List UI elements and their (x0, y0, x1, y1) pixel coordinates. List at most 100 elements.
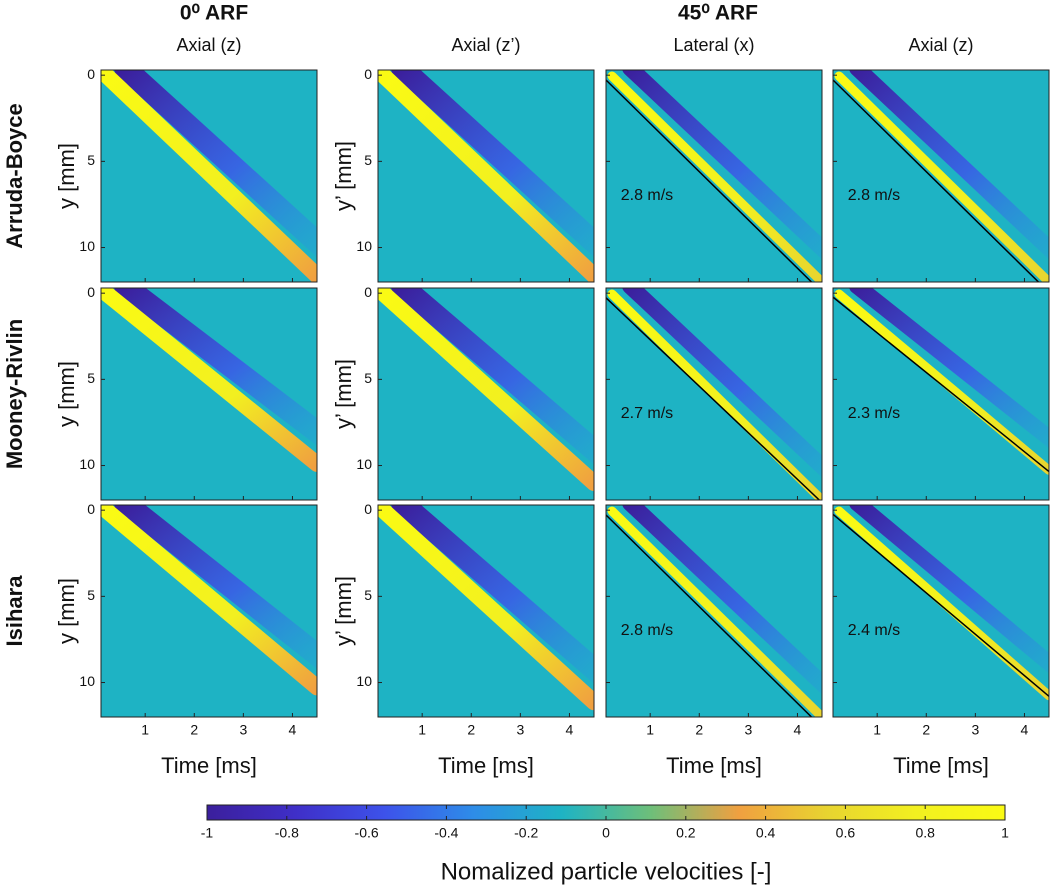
heatmap (606, 70, 822, 282)
colorbar-tick-label: 1 (1001, 825, 1009, 841)
heatmap-band (834, 506, 1049, 701)
heatmap (101, 70, 317, 282)
heatmap-band (849, 70, 1049, 260)
panel-title: Axial (z’) (451, 35, 520, 55)
y-tick-label: 10 (356, 456, 372, 472)
heatmap (833, 70, 1049, 282)
y-axis-label: y [mm] (54, 143, 79, 209)
panel-title: Lateral (x) (673, 35, 754, 55)
heatmap (833, 505, 1049, 717)
colorbar-tick-label: -0.8 (275, 825, 299, 841)
speed-line (833, 296, 1049, 473)
y-tick-label: 0 (87, 501, 95, 517)
y-tick-label: 0 (87, 66, 95, 82)
y-axis-label: y’ [mm] (331, 576, 356, 646)
speed-line (606, 79, 813, 282)
x-tick-label: 1 (418, 722, 426, 738)
heatmap-band (849, 288, 1049, 449)
y-tick-label: 5 (87, 370, 95, 386)
heatmap (101, 288, 317, 500)
y-axis-label: y [mm] (54, 361, 79, 427)
x-tick-label: 1 (873, 722, 881, 738)
x-tick-label: 2 (922, 722, 930, 738)
heatmap (833, 288, 1049, 500)
heatmap-band (378, 505, 594, 711)
y-tick-label: 5 (364, 370, 372, 386)
heatmap-band (607, 506, 822, 717)
heatmap-band (114, 70, 317, 258)
heatmap-band (607, 71, 822, 282)
y-tick-label: 10 (79, 238, 95, 254)
speed-label: 2.8 m/s (848, 187, 900, 204)
plot-frame (605, 69, 823, 283)
x-tick-label: 4 (794, 722, 802, 738)
x-axis-label: Time [ms] (666, 753, 762, 778)
colorbar-tick-label: 0.6 (836, 825, 856, 841)
heatmap-band (622, 70, 822, 260)
panel-title: Axial (z) (176, 35, 241, 55)
y-tick-label: 10 (79, 456, 95, 472)
speed-line (606, 514, 813, 717)
y-tick-label: 0 (364, 501, 372, 517)
heatmap-band (391, 70, 594, 258)
x-axis-label: Time [ms] (161, 753, 257, 778)
y-tick-label: 10 (356, 673, 372, 689)
heatmap (606, 505, 822, 717)
x-tick-label: 4 (1021, 722, 1029, 738)
plot-frame (100, 504, 318, 718)
colorbar-tick-label: 0.4 (756, 825, 776, 841)
heatmap-band (622, 505, 822, 695)
heatmap-band (101, 288, 317, 472)
colorbar-label: Nomalized particle velocities [-] (441, 858, 772, 885)
heatmap-band (834, 71, 1049, 282)
y-tick-label: 0 (364, 284, 372, 300)
y-tick-label: 5 (364, 587, 372, 603)
heatmap-band (607, 289, 822, 500)
speed-label: 2.3 m/s (848, 405, 900, 422)
heatmap-band (114, 505, 317, 670)
y-tick-label: 5 (87, 152, 95, 168)
row-label: Arruda-Boyce (2, 103, 27, 248)
plot-frame (832, 69, 1050, 283)
heatmap-band (378, 288, 594, 492)
y-tick-label: 10 (79, 673, 95, 689)
heatmap-band (391, 505, 594, 684)
colorbar-tick-label: -1 (201, 825, 214, 841)
colorbar-tick-label: 0.8 (915, 825, 935, 841)
row-label: Mooney-Rivlin (2, 319, 27, 469)
heatmap-band (622, 288, 822, 478)
plot-frame (100, 69, 318, 283)
panel-title: Axial (z) (908, 35, 973, 55)
colorbar-tick-label: -0.6 (355, 825, 379, 841)
x-tick-label: 2 (695, 722, 703, 738)
plot-frame (377, 287, 595, 501)
plot-frame (100, 287, 318, 501)
plot-frame (377, 69, 595, 283)
heatmap-band (834, 289, 1049, 475)
plot-frame (605, 504, 823, 718)
x-tick-label: 3 (971, 722, 979, 738)
y-axis-label: y’ [mm] (331, 141, 356, 211)
heatmap-band (378, 70, 594, 282)
heatmap (101, 505, 317, 717)
x-tick-label: 4 (289, 722, 297, 738)
y-tick-label: 5 (87, 587, 95, 603)
row-label: Isihara (2, 575, 27, 647)
x-tick-label: 3 (239, 722, 247, 738)
heatmap (606, 288, 822, 500)
x-tick-label: 4 (566, 722, 574, 738)
colorbar-tick-label: -0.4 (434, 825, 458, 841)
heatmap-band (114, 288, 317, 446)
heatmap-band (849, 505, 1049, 674)
heatmap (378, 70, 594, 282)
speed-label: 2.8 m/s (621, 187, 673, 204)
colorbar-tick-label: -0.2 (514, 825, 538, 841)
speed-label: 2.8 m/s (621, 622, 673, 639)
group-title: 0⁰ ARF (180, 2, 248, 25)
heatmap (378, 505, 594, 717)
plot-frame (377, 504, 595, 718)
x-tick-label: 1 (646, 722, 654, 738)
y-tick-label: 0 (87, 284, 95, 300)
colorbar-tick-label: 0.2 (676, 825, 696, 841)
